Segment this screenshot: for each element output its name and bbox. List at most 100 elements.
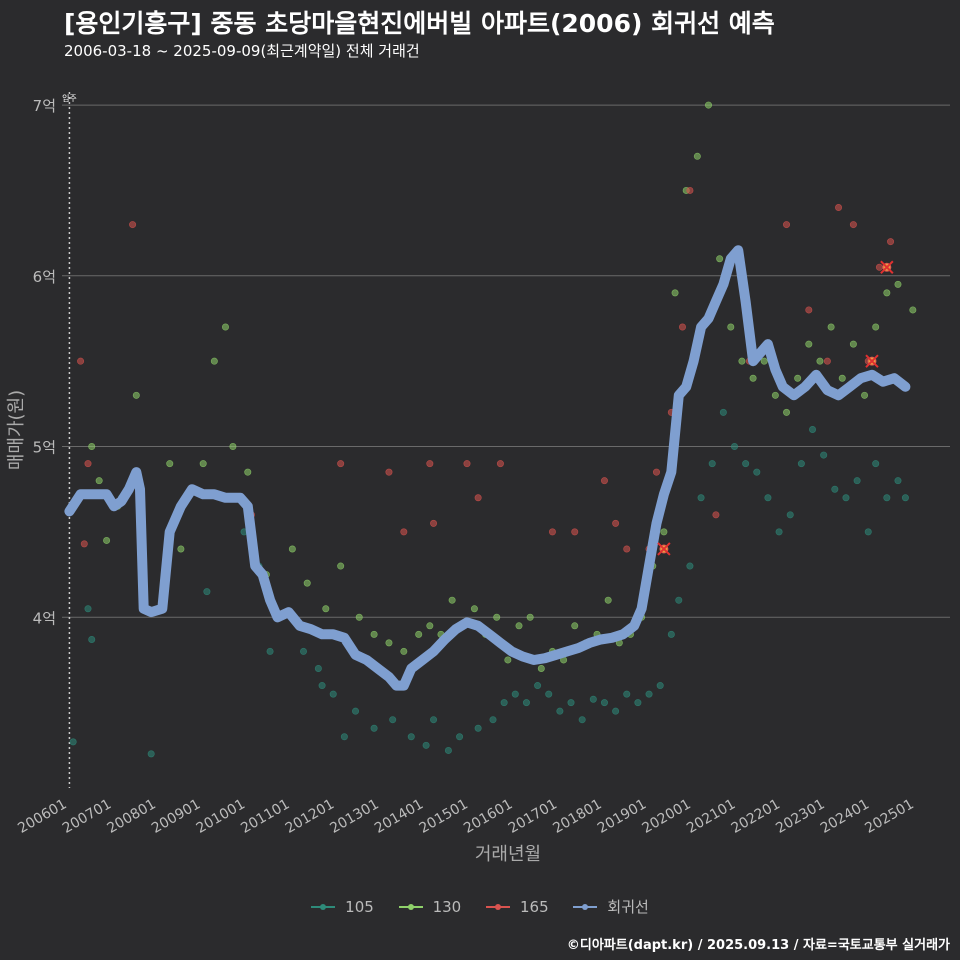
point-130 (132, 391, 140, 399)
point-165 (712, 511, 720, 519)
regression-line (64, 245, 911, 691)
point-105 (489, 716, 497, 724)
point-130 (370, 630, 378, 638)
point-130 (166, 460, 174, 468)
point-165 (783, 221, 791, 229)
point-130 (400, 647, 408, 655)
x-tick-label: 201801 (550, 796, 604, 837)
legend-swatch-165 (486, 900, 510, 914)
point-130 (537, 664, 545, 672)
highlight-cross (657, 542, 671, 556)
point-105 (731, 443, 739, 451)
point-105 (578, 716, 586, 724)
x-tick-label: 201401 (372, 796, 426, 837)
legend-item-130: 130 (398, 898, 461, 916)
point-105 (84, 605, 92, 613)
point-105 (894, 477, 902, 485)
point-105 (352, 707, 360, 715)
point-130 (426, 622, 434, 630)
point-130 (221, 323, 229, 331)
point-165 (496, 460, 504, 468)
point-130 (861, 391, 869, 399)
point-130 (760, 357, 768, 365)
point-130 (448, 596, 456, 604)
point-130 (909, 306, 917, 314)
point-105 (474, 724, 482, 732)
point-105 (708, 460, 716, 468)
point-105 (422, 741, 430, 749)
point-130 (883, 289, 891, 297)
x-tick-label: 202001 (640, 796, 694, 837)
y-tick-label: 5억 (33, 439, 56, 457)
point-130 (671, 289, 679, 297)
legend-item-165: 165 (486, 898, 549, 916)
point-105 (340, 733, 348, 741)
point-165 (474, 494, 482, 502)
regression-layer (64, 245, 911, 691)
point-105 (430, 716, 438, 724)
point-130 (738, 357, 746, 365)
point-165 (849, 221, 857, 229)
point-105 (764, 494, 772, 502)
point-105 (809, 425, 817, 433)
point-130 (322, 605, 330, 613)
point-165 (612, 519, 620, 527)
point-105 (612, 707, 620, 715)
x-tick-label: 201601 (461, 796, 515, 837)
point-105 (511, 690, 519, 698)
point-165 (805, 306, 813, 314)
x-tick-label: 202101 (684, 796, 738, 837)
point-130 (526, 613, 534, 621)
point-165 (385, 468, 393, 476)
point-105 (444, 746, 452, 754)
point-130 (816, 357, 824, 365)
point-130 (771, 391, 779, 399)
point-165 (652, 468, 660, 476)
point-130 (693, 152, 701, 160)
point-165 (80, 540, 88, 548)
point-105 (842, 494, 850, 502)
axis-labels: 4억5억6억7억20060120070120080120090120100120… (15, 97, 916, 837)
point-165 (875, 263, 883, 271)
chart-subtitle: 2006-03-18 ~ 2025-09-09(최근계약일) 전체 거래건 (64, 42, 420, 60)
point-130 (95, 477, 103, 485)
legend-label-165: 165 (520, 897, 549, 916)
point-130 (827, 323, 835, 331)
y-tick-label: 6억 (33, 268, 56, 286)
point-130 (660, 528, 668, 536)
legend-item-105: 105 (311, 898, 374, 916)
highlight-layer (657, 260, 894, 556)
y-axis-label: 매매가(원) (6, 390, 27, 470)
point-165 (77, 357, 85, 365)
x-tick-label: 202401 (818, 796, 872, 837)
point-165 (463, 460, 471, 468)
point-165 (426, 460, 434, 468)
point-130 (727, 323, 735, 331)
x-axis-label: 거래년월 (475, 844, 541, 865)
point-130 (493, 613, 501, 621)
point-165 (337, 460, 345, 468)
point-105 (389, 716, 397, 724)
source-caption: ©디아파트(dapt.kr) / 2025.09.13 / 자료=국토교통부 실… (566, 938, 950, 953)
point-165 (887, 238, 895, 246)
point-165 (835, 204, 843, 212)
point-105 (329, 690, 337, 698)
point-130 (749, 374, 757, 382)
y-tick-label: 7억 (33, 97, 56, 115)
legend-item-regression: 회귀선 (573, 896, 649, 917)
point-105 (600, 699, 608, 707)
point-130 (103, 536, 111, 544)
x-tick-label: 201501 (417, 796, 471, 837)
point-105 (522, 699, 530, 707)
point-130 (894, 280, 902, 288)
point-165 (686, 186, 694, 194)
x-tick-label: 200901 (149, 796, 203, 837)
point-130 (385, 639, 393, 647)
point-105 (314, 664, 322, 672)
point-130 (470, 605, 478, 613)
point-105 (589, 695, 597, 703)
x-tick-label: 201901 (595, 796, 649, 837)
point-165 (430, 519, 438, 527)
point-105 (456, 733, 464, 741)
point-130 (783, 408, 791, 416)
